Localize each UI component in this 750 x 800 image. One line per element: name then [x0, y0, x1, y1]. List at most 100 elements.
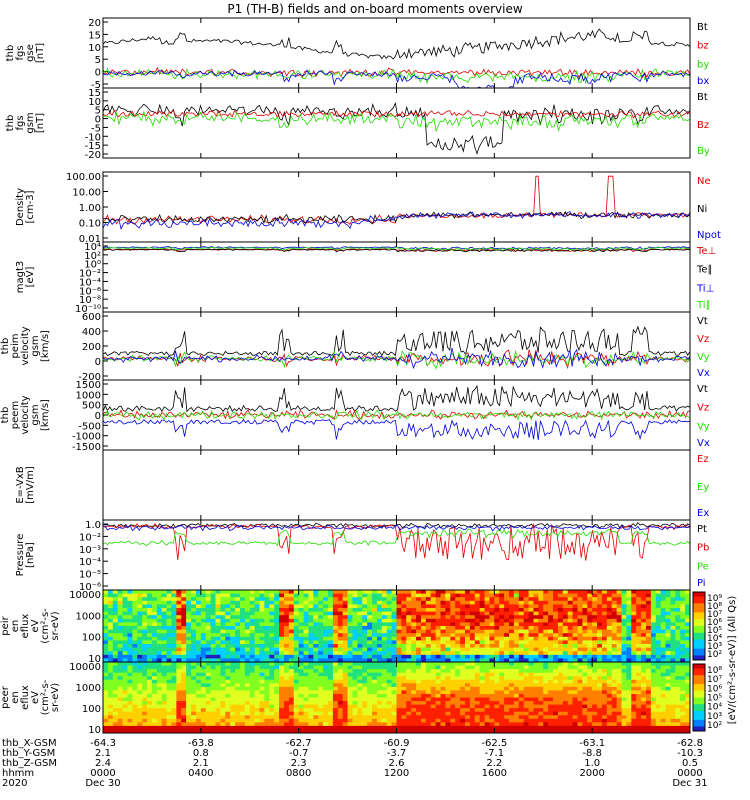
- heatmap-cell: [313, 697, 319, 702]
- heatmap-cell: [479, 626, 486, 631]
- heatmap-cell: [606, 662, 613, 667]
- heatmap-cell: [528, 725, 534, 730]
- series-ni: [102, 210, 691, 225]
- heatmap-cell: [362, 715, 368, 720]
- heatmap-cell: [562, 683, 569, 688]
- heatmap-cell: [215, 654, 221, 659]
- heatmap-cell: [342, 644, 349, 649]
- heatmap-cell: [357, 608, 363, 613]
- heatmap-cell: [538, 676, 544, 681]
- heatmap-cell: [553, 690, 559, 695]
- heatmap-cell: [103, 644, 109, 649]
- heatmap-cell: [499, 679, 505, 684]
- heatmap-cell: [112, 676, 119, 681]
- heatmap-cell: [117, 626, 124, 631]
- heatmap-cell: [332, 708, 339, 713]
- heatmap-cell: [137, 715, 143, 720]
- heatmap-cell: [156, 654, 163, 659]
- heatmap-cell: [151, 708, 158, 713]
- heatmap-cell: [200, 658, 207, 663]
- heatmap-cell: [332, 722, 339, 727]
- heatmap-cell: [484, 629, 490, 634]
- heatmap-cell: [685, 615, 691, 620]
- heatmap-cell: [509, 718, 515, 723]
- heatmap-cell: [230, 651, 236, 656]
- heatmap-cell: [636, 715, 642, 720]
- heatmap-cell: [455, 611, 461, 616]
- heatmap-cell: [386, 708, 393, 713]
- heatmap-cell: [147, 644, 153, 649]
- heatmap-cell: [239, 654, 246, 659]
- heatmap-cell: [553, 665, 559, 670]
- heatmap-cell: [342, 647, 349, 652]
- heatmap-cell: [337, 654, 344, 659]
- heatmap-cell: [440, 683, 446, 688]
- heatmap-cell: [293, 686, 300, 691]
- heatmap-cell: [235, 708, 241, 713]
- heatmap-cell: [416, 640, 422, 645]
- heatmap-cell: [367, 693, 373, 698]
- heatmap-cell: [332, 715, 339, 720]
- heatmap-cell: [513, 669, 520, 674]
- heatmap-cell: [191, 636, 197, 641]
- heatmap-cell: [313, 658, 319, 663]
- heatmap-cell: [186, 597, 192, 602]
- heatmap-cell: [621, 715, 627, 720]
- legend-vx: Vx: [697, 368, 710, 379]
- ytick-label: 20: [88, 18, 101, 29]
- heatmap-cell: [489, 640, 495, 645]
- heatmap-cell: [489, 722, 495, 727]
- heatmap-cell: [680, 647, 686, 652]
- heatmap-cell: [147, 672, 153, 677]
- heatmap-cell: [513, 704, 520, 709]
- heatmap-cell: [147, 658, 153, 663]
- heatmap-cell: [509, 669, 515, 674]
- heatmap-cell: [239, 711, 246, 716]
- heatmap-cell: [235, 665, 241, 670]
- heatmap-cell: [328, 626, 334, 631]
- heatmap-cell: [494, 679, 500, 684]
- heatmap-cell: [601, 690, 608, 695]
- heatmap-cell: [283, 640, 290, 645]
- heatmap-cell: [288, 725, 295, 730]
- heatmap-cell: [103, 693, 109, 698]
- heatmap-cell: [626, 676, 632, 681]
- heatmap-cell: [249, 600, 256, 605]
- heatmap-cell: [645, 615, 652, 620]
- heatmap-cell: [548, 679, 554, 684]
- heatmap-cell: [210, 725, 217, 730]
- heatmap-cell: [523, 725, 530, 730]
- heatmap-cell: [484, 662, 490, 667]
- heatmap-cell: [195, 654, 202, 659]
- heatmap-cell: [631, 725, 637, 730]
- heatmap-cell: [376, 669, 383, 674]
- heatmap-cell: [215, 679, 221, 684]
- heatmap-cell: [127, 697, 133, 702]
- heatmap-cell: [142, 697, 148, 702]
- heatmap-cell: [362, 718, 368, 723]
- heatmap-cell: [396, 693, 402, 698]
- heatmap-cell: [484, 665, 490, 670]
- heatmap-cell: [166, 683, 172, 688]
- heatmap-cell: [166, 615, 172, 620]
- heatmap-cell: [293, 597, 300, 602]
- heatmap-cell: [372, 658, 378, 663]
- heatmap-cell: [567, 662, 574, 667]
- heatmap-cell: [132, 683, 138, 688]
- heatmap-cell: [479, 683, 486, 688]
- heatmap-cell: [396, 665, 402, 670]
- heatmap-cell: [636, 701, 642, 706]
- heatmap-cell: [621, 590, 627, 595]
- heatmap-cell: [494, 608, 500, 613]
- heatmap-cell: [621, 626, 627, 631]
- heatmap-cell: [352, 629, 358, 634]
- heatmap-cell: [347, 662, 353, 667]
- heatmap-cell: [303, 644, 309, 649]
- heatmap-cell: [303, 708, 309, 713]
- heatmap-cell: [161, 611, 168, 616]
- heatmap-cell: [342, 629, 349, 634]
- heatmap-cell: [147, 679, 153, 684]
- heatmap-cell: [504, 715, 510, 720]
- heatmap-cell: [401, 715, 407, 720]
- heatmap-cell: [543, 626, 549, 631]
